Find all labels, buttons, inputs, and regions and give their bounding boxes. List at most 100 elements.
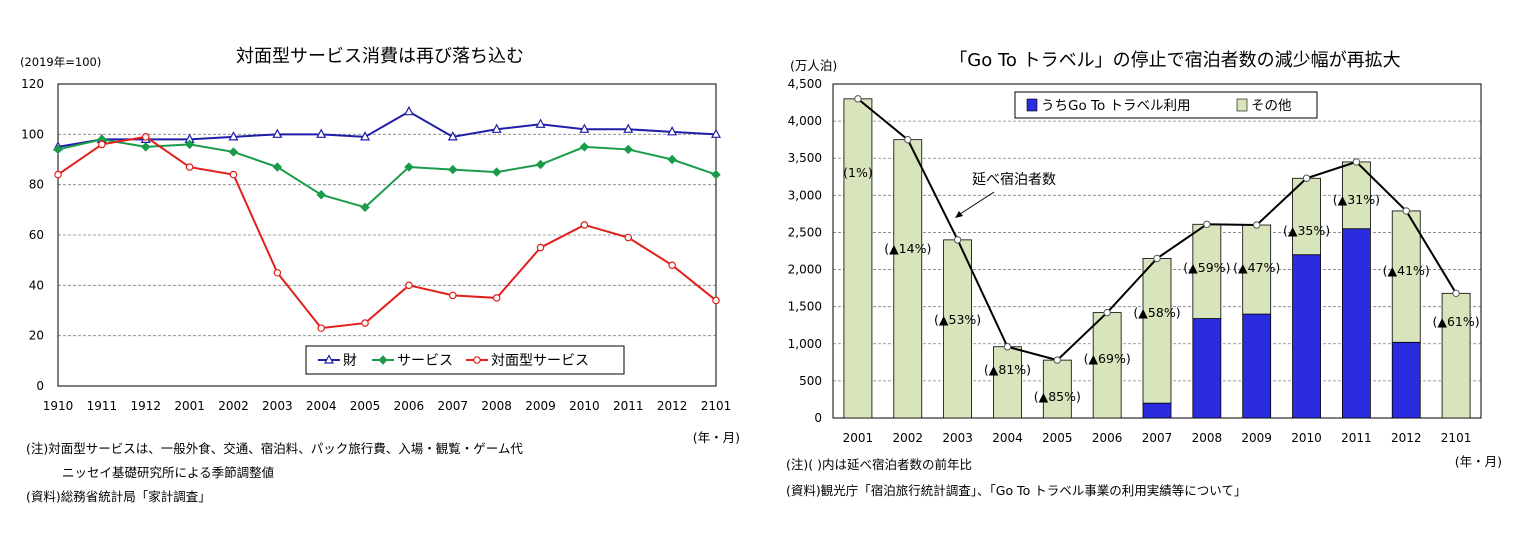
- data-point: [854, 95, 862, 103]
- bar-group: [1042, 359, 1072, 419]
- data-point: [273, 268, 282, 277]
- yoy-change-label: (1%): [843, 165, 873, 180]
- yoy-change-label: (▲41%): [1383, 263, 1430, 278]
- legend-swatch: [1236, 98, 1248, 112]
- legend-label: その他: [1251, 98, 1292, 114]
- x-tick-label: 2007: [438, 399, 469, 413]
- x-tick-label: 2002: [892, 431, 923, 445]
- y-tick-label: 1,500: [788, 300, 822, 314]
- y-tick-label: 80: [29, 178, 44, 192]
- bar-other: [1142, 258, 1172, 404]
- data-point: [1203, 220, 1211, 228]
- bar-group: [893, 139, 923, 419]
- data-point: [448, 291, 457, 300]
- data-point: [228, 131, 239, 141]
- plot-area: [57, 83, 717, 387]
- data-point: [712, 296, 720, 305]
- y-tick-label: 4,000: [788, 114, 822, 128]
- y-tick-label: 4,500: [788, 77, 822, 91]
- data-point: [1103, 308, 1111, 317]
- x-tick-label: 2008: [1192, 431, 1223, 445]
- x-tick-label: 1912: [130, 399, 161, 413]
- x-tick-label: 1910: [43, 399, 74, 413]
- bar-group: [1391, 210, 1421, 419]
- data-point: [624, 233, 633, 242]
- data-point: [317, 324, 326, 332]
- callout-arrow: [956, 191, 995, 217]
- x-tick-label: 2010: [569, 399, 600, 413]
- y-tick-label: 0: [36, 379, 44, 393]
- bar-other: [1341, 161, 1371, 230]
- data-point: [185, 163, 194, 171]
- y-tick-label: 1,000: [788, 337, 822, 351]
- x-tick-label: 2005: [350, 399, 381, 413]
- left-chart-panel: 対面型サービス消費は再び落ち込む (2019年=100) (年・月) 0 20 40 60 8…: [0, 0, 760, 550]
- bar-group: [1192, 223, 1222, 419]
- legend-label: サービス: [397, 353, 453, 369]
- right-source: (資料)観光庁「宿泊旅行統計調査」、「Go To トラベル事業の利用実績等につい…: [786, 483, 1247, 498]
- data-point: [1003, 343, 1012, 351]
- data-point: [1352, 158, 1361, 166]
- legend-label: 対面型サービス: [491, 353, 589, 369]
- data-point: [535, 118, 546, 128]
- data-point: [492, 294, 501, 302]
- data-point: [904, 135, 912, 144]
- yoy-change-label: (▲14%): [884, 241, 931, 256]
- data-point: [447, 131, 458, 141]
- right-note: (注)( )内は延べ宿泊者数の前年比: [786, 457, 972, 472]
- bar-other: [843, 98, 873, 419]
- data-point: [667, 154, 677, 165]
- series-line: [57, 138, 717, 209]
- x-tick-label: 2009: [1241, 431, 1272, 445]
- data-point: [1302, 174, 1311, 182]
- yoy-change-label: (▲35%): [1283, 223, 1330, 238]
- legend: うちGo To トラベル利用 その他: [1014, 91, 1318, 119]
- yoy-change-label: (▲53%): [934, 312, 981, 327]
- total-line-series: [854, 95, 1460, 364]
- bar-other: [1242, 224, 1272, 315]
- data-point: [491, 167, 502, 177]
- x-tick-label: 2011: [613, 399, 644, 413]
- y-tick-label: 120: [21, 77, 44, 91]
- x-tick-label: 2003: [942, 431, 973, 445]
- bar-goto-travel: [1242, 313, 1272, 419]
- x-axis-unit-label: (年・月): [1455, 454, 1502, 469]
- legend-label: 財: [343, 353, 357, 369]
- data-point: [272, 128, 283, 138]
- data-point: [141, 142, 151, 152]
- x-tick-label: 1911: [87, 399, 118, 413]
- left-source: (資料)総務省統計局「家計調査」: [26, 489, 211, 504]
- data-point: [360, 131, 371, 141]
- data-point: [668, 261, 676, 270]
- x-tick-label: 2010: [1291, 431, 1322, 445]
- bar-other: [1292, 177, 1321, 256]
- data-point: [536, 243, 545, 252]
- data-point: [579, 142, 590, 152]
- x-tick-label: 2001: [174, 399, 205, 413]
- x-tick-label: 2006: [394, 399, 425, 413]
- data-point: [404, 162, 414, 172]
- callout-arrowhead: [955, 211, 963, 218]
- bar-goto-travel: [1142, 402, 1172, 419]
- data-point: [53, 144, 63, 155]
- data-point: [184, 139, 195, 150]
- data-point: [98, 140, 106, 149]
- y-tick-label: 2,500: [788, 225, 822, 239]
- yoy-change-label: (▲59%): [1183, 260, 1230, 275]
- data-point: [623, 123, 634, 133]
- bar-group: [1242, 224, 1272, 419]
- x-tick-label: 2009: [525, 399, 556, 413]
- data-point: [623, 144, 633, 155]
- series-line: [57, 110, 717, 148]
- x-tick-label: 2007: [1142, 431, 1173, 445]
- bar-other: [943, 239, 973, 419]
- data-point: [405, 281, 413, 290]
- bar-other: [993, 346, 1022, 419]
- left-note-2: ニッセイ基礎研究所による季節調整値: [62, 465, 275, 480]
- data-point: [1252, 221, 1261, 229]
- x-tick-label: 2003: [262, 399, 293, 413]
- x-tick-label: 2001: [843, 431, 874, 445]
- yoy-change-label: (▲31%): [1333, 192, 1380, 207]
- y-tick-label: 2,000: [788, 263, 822, 277]
- data-point: [229, 170, 238, 179]
